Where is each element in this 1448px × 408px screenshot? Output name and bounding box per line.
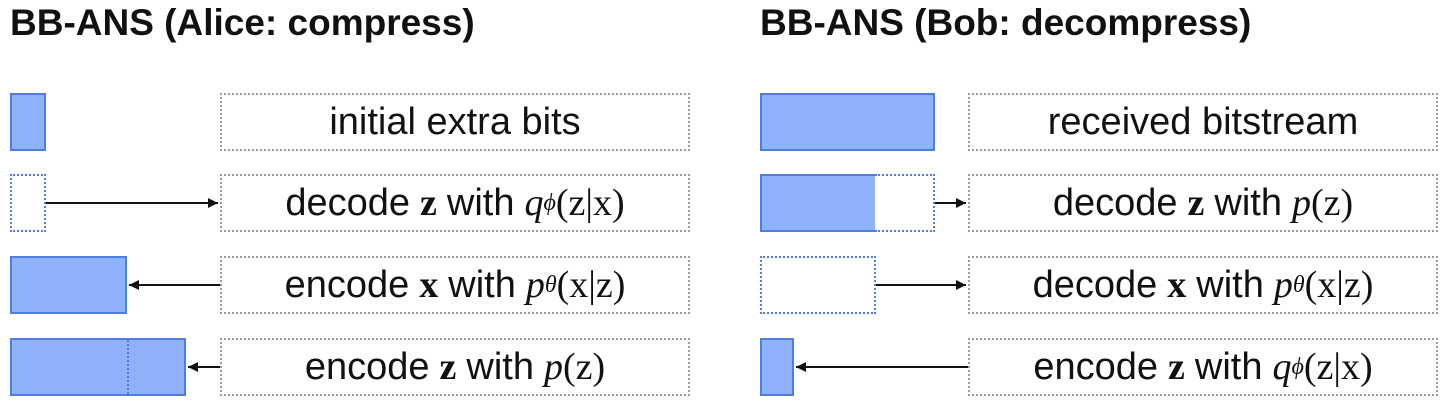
step-text: initial extra bits xyxy=(329,100,581,143)
step-arguments: (z|x) xyxy=(1303,346,1373,388)
step-variable: x xyxy=(419,264,439,306)
step-verb: decode xyxy=(1032,263,1158,306)
step-distribution: p xyxy=(1273,264,1293,306)
step-verb: encode xyxy=(1033,345,1158,388)
stack-bar-after-decode-z xyxy=(10,174,46,232)
step-with: with xyxy=(1196,263,1264,306)
step-with: with xyxy=(1214,181,1282,224)
step-subscript: ϕ xyxy=(543,189,556,216)
stack-bar-after-encode-z xyxy=(760,338,794,396)
stack-bar-initial-bits xyxy=(10,93,46,151)
step-subscript: θ xyxy=(544,271,557,298)
step-distribution: q xyxy=(524,182,544,224)
step-variable: z xyxy=(439,346,457,388)
right-step-2-label: decode z with p (z) xyxy=(968,174,1438,232)
step-subscript: θ xyxy=(1292,271,1305,298)
left-step-2-label: decode z with q ϕ (z|x) xyxy=(220,174,690,232)
step-text: received bitstream xyxy=(1047,100,1359,143)
stack-bar-after-decode-x xyxy=(760,256,876,314)
step-variable: z xyxy=(420,182,437,224)
step-arguments: (x|z) xyxy=(556,264,626,306)
stack-bar-after-encode-x xyxy=(10,256,127,314)
step-distribution: q xyxy=(1272,346,1292,388)
right-panel-title: BB-ANS (Bob: decompress) xyxy=(760,2,1252,43)
step-arguments: (z) xyxy=(562,346,606,388)
step-verb: encode xyxy=(304,345,430,388)
right-step-4-label: encode z with q ϕ (z|x) xyxy=(968,338,1438,396)
stack-segment-divider xyxy=(127,340,129,394)
step-arguments: (x|z) xyxy=(1304,264,1374,306)
step-variable: z xyxy=(1168,346,1185,388)
stack-bar-after-decode-z xyxy=(760,174,935,232)
step-with: with xyxy=(446,181,515,224)
stack-bar-after-encode-z xyxy=(10,338,186,396)
step-verb: decode xyxy=(285,181,410,224)
step-distribution: p xyxy=(543,346,563,388)
left-step-4-label: encode z with p (z) xyxy=(220,338,690,396)
left-panel-title: BB-ANS (Alice: compress) xyxy=(10,2,475,43)
step-verb: encode xyxy=(284,263,410,306)
right-step-3-label: decode x with p θ (x|z) xyxy=(968,256,1438,314)
stack-bar-received xyxy=(760,93,935,151)
step-arguments: (z) xyxy=(1310,182,1354,224)
left-step-1-label: initial extra bits xyxy=(220,93,690,151)
step-arguments: (z|x) xyxy=(555,182,625,224)
step-subscript: ϕ xyxy=(1291,353,1304,380)
stack-bar-freed-part xyxy=(875,174,935,232)
step-verb: decode xyxy=(1052,181,1178,224)
left-step-3-label: encode x with p θ (x|z) xyxy=(220,256,690,314)
step-with: with xyxy=(448,263,516,306)
right-step-1-label: received bitstream xyxy=(968,93,1438,151)
step-with: with xyxy=(1194,345,1263,388)
step-with: with xyxy=(466,345,534,388)
step-distribution: p xyxy=(525,264,545,306)
step-variable: z xyxy=(1187,182,1205,224)
step-variable: x xyxy=(1167,264,1187,306)
step-distribution: p xyxy=(1291,182,1311,224)
